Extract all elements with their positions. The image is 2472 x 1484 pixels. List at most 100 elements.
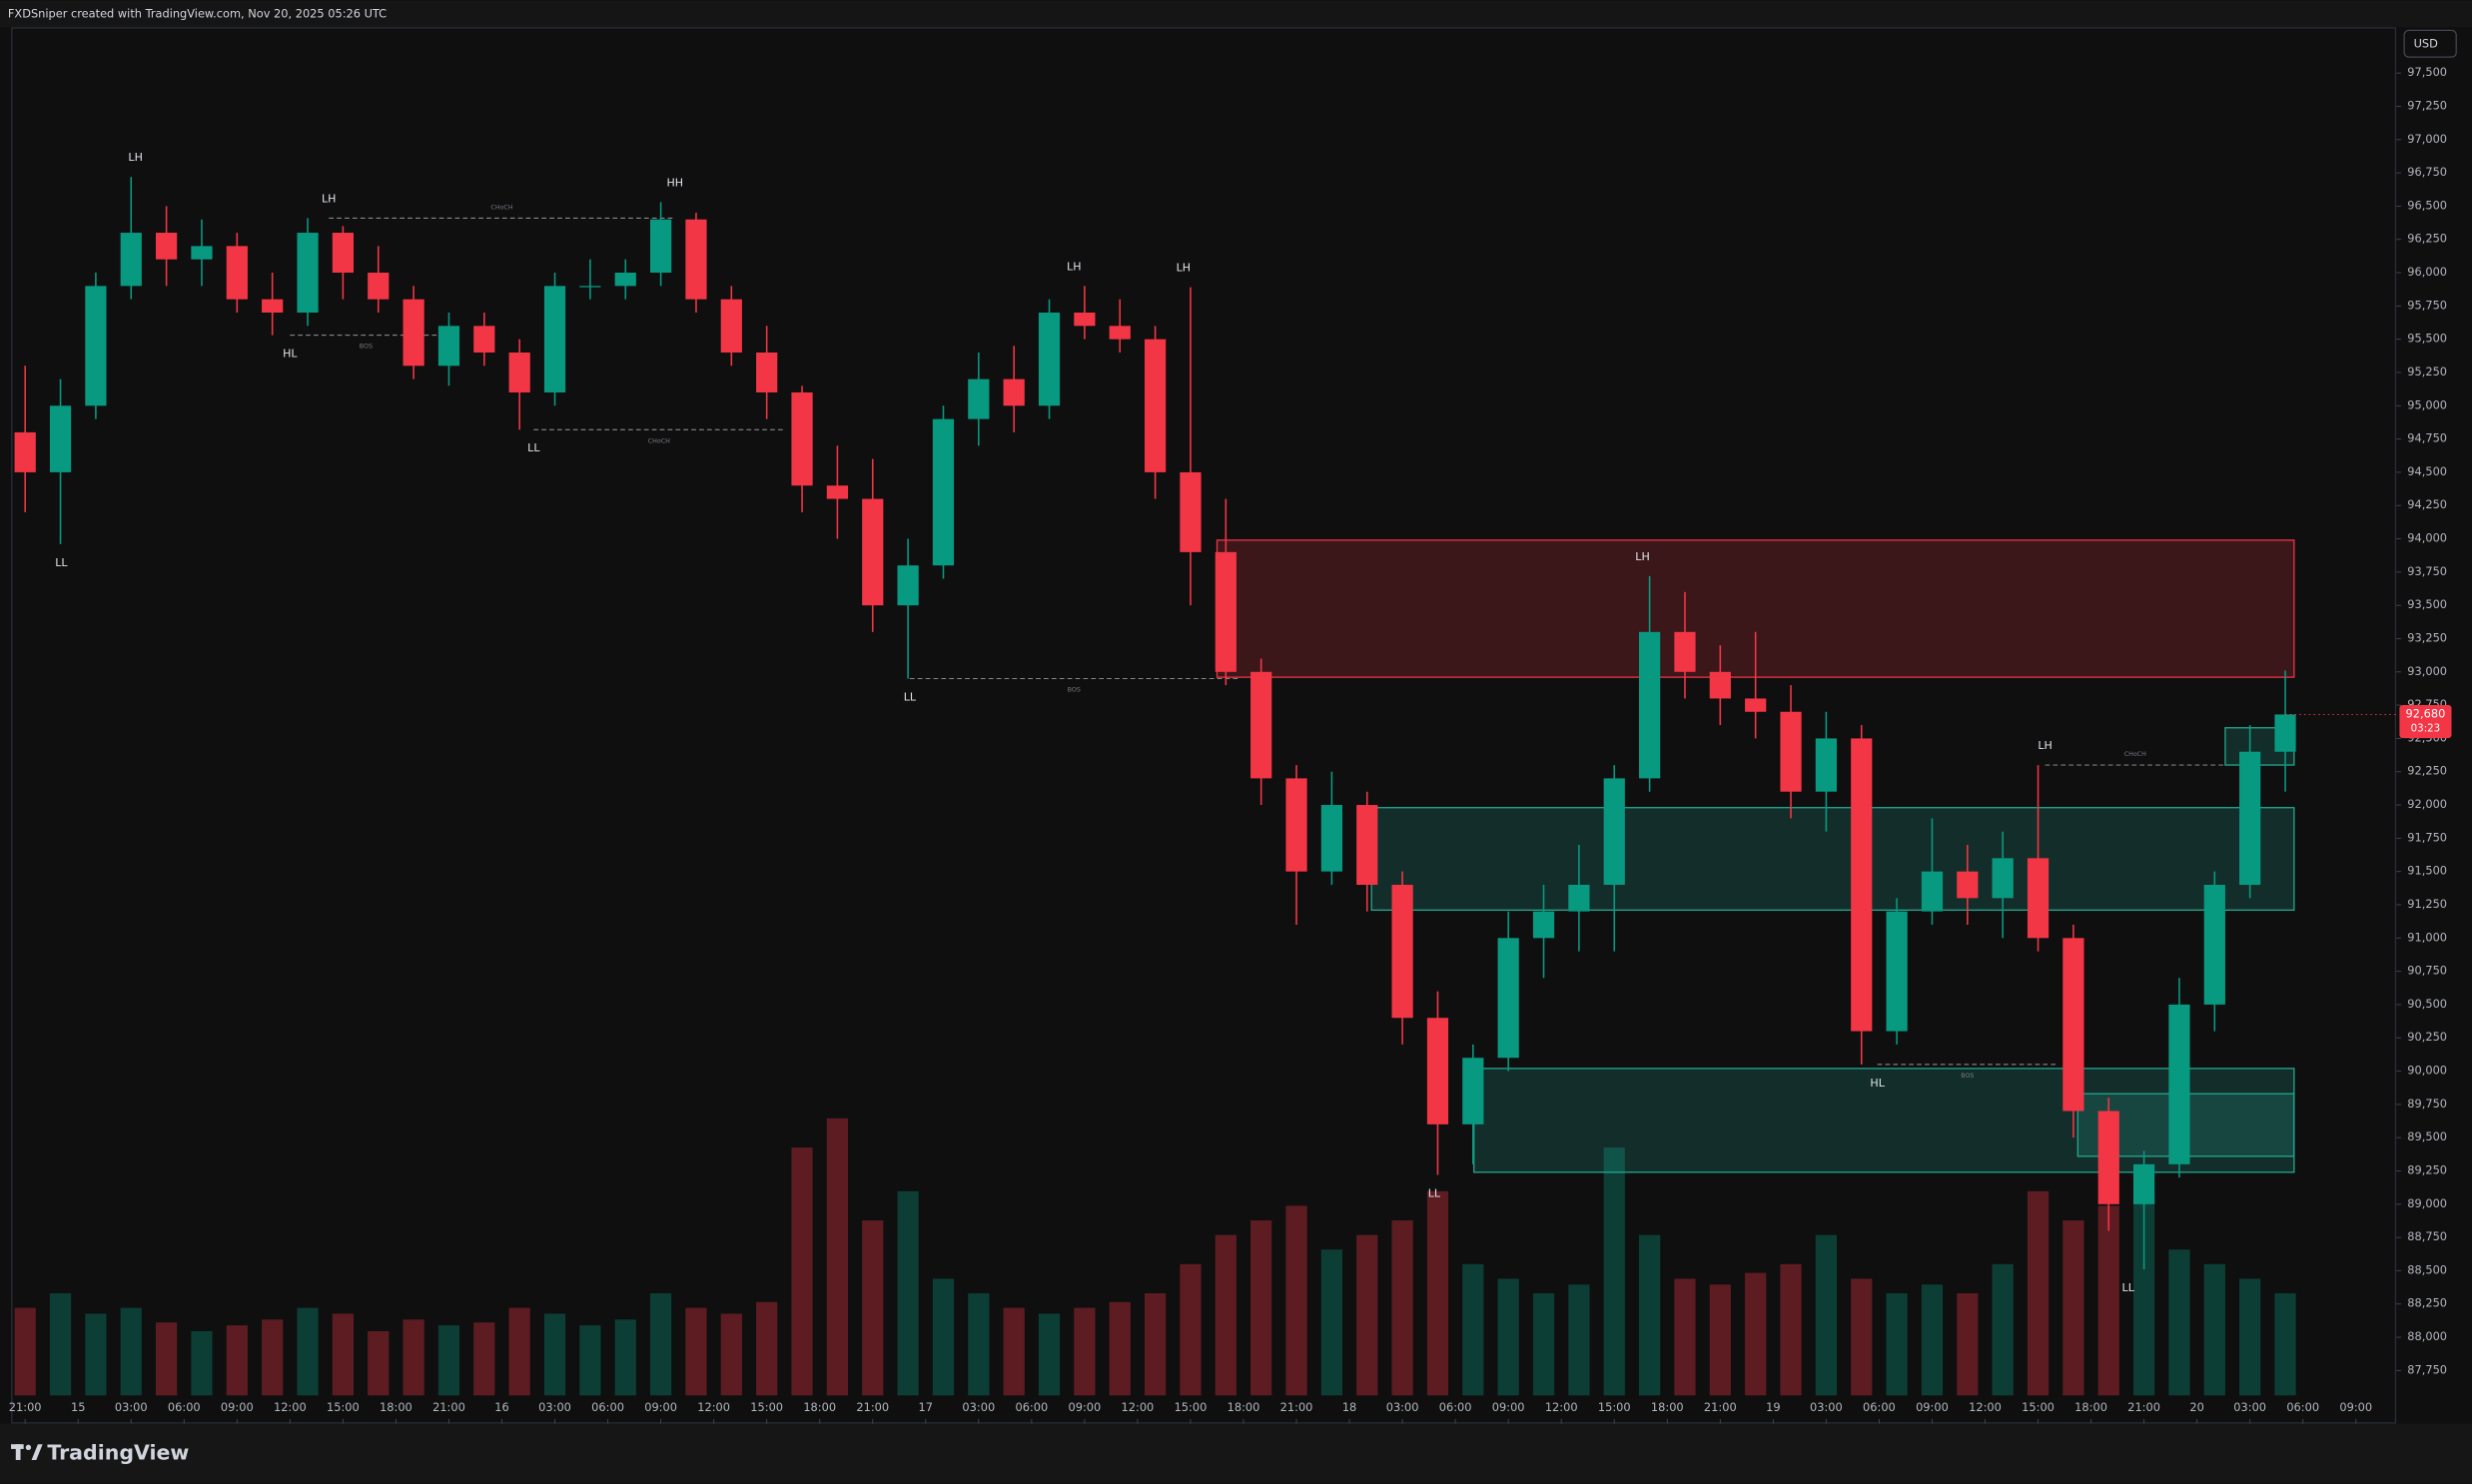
- volume-bar: [1568, 1284, 1590, 1396]
- y-tick-label: 95,000: [2407, 397, 2447, 411]
- candle-body: [1356, 805, 1378, 885]
- candle-body: [2133, 1163, 2155, 1204]
- structure-label: LL: [904, 690, 917, 703]
- x-tick-label: 03:00: [538, 1400, 571, 1414]
- y-tick-label: 96,750: [2407, 165, 2447, 179]
- volume-bar: [1674, 1278, 1696, 1396]
- candle-body: [368, 273, 390, 300]
- volume-bar: [1886, 1293, 1908, 1396]
- volume-bar: [2239, 1278, 2261, 1396]
- break-label: BOS: [360, 344, 373, 351]
- candle-body: [1851, 738, 1873, 1032]
- y-tick-label: 89,000: [2407, 1196, 2447, 1210]
- y-tick-label: 92,000: [2407, 797, 2447, 811]
- x-tick-label: 15:00: [327, 1400, 360, 1414]
- y-tick-label: 91,750: [2407, 830, 2447, 844]
- candle-body: [650, 219, 672, 274]
- candle-body: [1957, 871, 1979, 899]
- volume-bar: [120, 1307, 142, 1396]
- candle-body: [508, 352, 530, 392]
- candle-body: [862, 498, 884, 606]
- volume-bar: [1145, 1293, 1167, 1396]
- y-tick-label: 90,750: [2407, 964, 2447, 978]
- x-tick-label: 03:00: [2233, 1400, 2266, 1414]
- candle-body: [1285, 778, 1307, 872]
- currency-box[interactable]: [2403, 29, 2457, 58]
- candle-body: [226, 246, 248, 300]
- y-tick-label: 88,250: [2407, 1296, 2447, 1310]
- y-tick-label: 94,750: [2407, 431, 2447, 445]
- header-text: FXDSniper created with TradingView.com, …: [8, 7, 387, 21]
- x-tick-label: 09:00: [644, 1400, 677, 1414]
- candle-body: [2274, 714, 2296, 752]
- structure-label: LL: [55, 556, 68, 569]
- volume-bar: [1003, 1307, 1025, 1396]
- y-tick-label: 90,500: [2407, 997, 2447, 1011]
- candle-body: [579, 286, 601, 288]
- candle-body: [1815, 738, 1838, 792]
- x-tick-label: 21:00: [9, 1400, 42, 1414]
- volume-bar: [508, 1307, 530, 1396]
- candle-body: [1674, 631, 1696, 672]
- x-tick-label: 18:00: [2074, 1400, 2107, 1414]
- currency-label[interactable]: USD: [2414, 37, 2439, 51]
- volume-bar: [14, 1307, 36, 1396]
- countdown-label: 03:23: [2411, 723, 2441, 735]
- candle-body: [2203, 884, 2225, 1005]
- volume-bar: [2133, 1190, 2155, 1396]
- candle-body: [1250, 671, 1272, 779]
- x-tick-label: 18:00: [1651, 1400, 1684, 1414]
- candle-body: [897, 565, 919, 606]
- x-tick-label: 21:00: [2127, 1400, 2160, 1414]
- volume-bar: [1603, 1147, 1625, 1396]
- y-tick-label: 91,500: [2407, 864, 2447, 878]
- candle-body: [685, 219, 707, 300]
- x-tick-label: 21:00: [1704, 1400, 1737, 1414]
- x-tick-label: 03:00: [115, 1400, 148, 1414]
- candle-body: [1426, 1018, 1449, 1124]
- y-tick-label: 97,500: [2407, 65, 2447, 79]
- volume-bar: [1532, 1293, 1555, 1396]
- candle-body: [791, 391, 813, 486]
- y-tick-label: 91,000: [2407, 930, 2447, 944]
- candle-body: [332, 233, 355, 274]
- logo-part: [31, 1444, 43, 1460]
- volume-bar: [1992, 1263, 2014, 1396]
- volume-bar: [2062, 1220, 2084, 1396]
- x-tick-label: 09:00: [221, 1400, 254, 1414]
- brand-logo: [11, 1444, 43, 1460]
- volume-bar: [2203, 1263, 2225, 1396]
- y-tick-label: 88,000: [2407, 1329, 2447, 1343]
- volume-bar: [332, 1313, 355, 1396]
- volume-bar: [403, 1319, 424, 1396]
- break-label: CHoCH: [648, 437, 670, 444]
- volume-bar: [1745, 1272, 1767, 1396]
- candle-body: [543, 286, 566, 392]
- y-tick-label: 91,250: [2407, 897, 2447, 911]
- x-tick-label: 06:00: [591, 1400, 624, 1414]
- candle-body: [2027, 858, 2050, 939]
- volume-bar: [49, 1293, 72, 1396]
- candle-body: [968, 378, 990, 419]
- y-tick-label: 93,250: [2407, 630, 2447, 644]
- structure-label: LH: [128, 151, 142, 164]
- volume-bar: [226, 1325, 248, 1396]
- volume-bar: [1074, 1307, 1096, 1396]
- structure-label: LL: [1428, 1186, 1441, 1199]
- candle-body: [1992, 858, 2014, 899]
- logo-part: [15, 1444, 21, 1460]
- volume-bar: [473, 1322, 495, 1396]
- y-tick-label: 95,500: [2407, 332, 2447, 346]
- candle-body: [403, 299, 424, 367]
- y-tick-label: 96,000: [2407, 265, 2447, 279]
- candle-body: [85, 286, 107, 406]
- volume-bar: [1215, 1234, 1236, 1396]
- candle-body: [191, 246, 213, 260]
- x-tick-label: 06:00: [2286, 1400, 2319, 1414]
- break-label: CHoCH: [2124, 751, 2146, 758]
- candle-body: [826, 485, 849, 499]
- y-tick-label: 93,750: [2407, 564, 2447, 578]
- y-tick-label: 96,500: [2407, 198, 2447, 212]
- candle-body: [1038, 313, 1061, 406]
